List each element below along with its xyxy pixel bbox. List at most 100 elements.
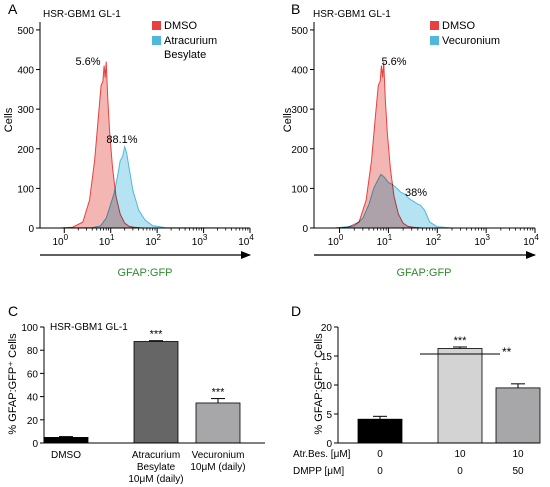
x-tick-label: 103 — [474, 233, 490, 248]
panel-c-bar-0 — [43, 437, 89, 444]
category-label: Vecuronium — [192, 450, 245, 461]
y-tick-label: 5 — [326, 410, 332, 421]
annotation-dmso-pct: 5.6% — [75, 56, 100, 68]
condition-value: 0 — [377, 449, 383, 460]
y-tick-label: 80 — [27, 346, 39, 357]
y-tick-label: 0 — [302, 224, 308, 235]
x-tick-label: 104 — [523, 233, 539, 248]
panel-b-histogram — [334, 61, 535, 229]
panel-c-subtitle: HSR-GBM1 GL-1 — [50, 322, 128, 333]
x-tick-label: 101 — [99, 233, 115, 248]
annotation-dmso-pct-b: 5.6% — [381, 56, 406, 68]
legend-swatch-atracurium — [152, 36, 161, 45]
condition-value: 10 — [512, 449, 524, 460]
x-tick-label: 100 — [328, 233, 344, 248]
panel-b-subtitle: HSR-GBM1 GL-1 — [313, 9, 391, 20]
y-tick-label: 0 — [326, 439, 332, 450]
condition-value: 0 — [377, 466, 383, 477]
significance-label: *** — [454, 335, 468, 347]
panel-d-bar-1 — [437, 348, 483, 444]
y-tick-label: 400 — [291, 66, 308, 77]
panel-d-conditions: 0 0 10 0 10 50 — [377, 449, 524, 477]
x-tick-label: 104 — [238, 233, 254, 248]
y-tick-label: 200 — [17, 145, 34, 156]
y-tick-label: 100 — [291, 184, 308, 195]
legend-label-besylate: Besylate — [164, 49, 206, 61]
panel-a-histogram — [59, 61, 251, 229]
annotation-treat-pct-b: 38% — [405, 187, 427, 199]
panel-d-bar-2 — [495, 387, 541, 444]
y-tick-label: 20 — [321, 323, 333, 334]
y-tick-label: 100 — [21, 323, 38, 334]
panel-label-c: C — [8, 303, 18, 319]
panel-a-subtitle: HSR-GBM1 GL-1 — [43, 9, 121, 20]
row-label-atrbes: Atr.Bes. [μM] — [293, 449, 351, 460]
category-label: Atracurium — [132, 450, 180, 461]
y-tick-label: 0 — [32, 439, 38, 450]
legend-label-dmso: DMSO — [164, 20, 197, 32]
y-tick-label: 10 — [321, 381, 333, 392]
y-tick-label: 15 — [321, 352, 333, 363]
panel-c: C HSR-GBM1 GL-1 % GFAP:GFP⁺ Cells 0 20 40 6… — [7, 303, 265, 485]
y-tick-label: 60 — [27, 369, 39, 380]
category-label: DMSO — [51, 450, 81, 461]
condition-value: 50 — [512, 466, 524, 477]
x-tick-label: 101 — [377, 233, 393, 248]
y-tick-label: 40 — [27, 393, 39, 404]
panel-a-xlabel: GFAP:GFP — [117, 267, 172, 279]
panel-a-y-ticks: 0 100 200 300 400 500 — [17, 26, 40, 235]
legend-swatch-dmso — [152, 21, 161, 30]
x-tick-label: 102 — [145, 233, 161, 248]
panel-c-bar-1 — [133, 341, 179, 444]
significance-label: *** — [212, 387, 226, 399]
y-tick-label: 20 — [27, 416, 39, 427]
y-tick-label: 500 — [17, 26, 34, 37]
category-label: 10μM (daily) — [128, 474, 183, 485]
panel-d-ylabel: % GFAP:GFP⁺ Cells — [313, 333, 325, 435]
panel-a-ylabel: Cells — [3, 107, 15, 132]
x-tick-label: 100 — [52, 233, 68, 248]
legend-label-dmso-b: DMSO — [442, 20, 475, 32]
condition-value: 0 — [457, 466, 463, 477]
panel-label-a: A — [8, 1, 18, 17]
category-label: 10μM (daily) — [190, 462, 245, 473]
panel-b-x-ticks: 100 101 102 103 104 — [328, 228, 539, 248]
panel-b-y-ticks: 0 100 200 300 400 500 — [291, 26, 314, 235]
y-tick-label: 0 — [28, 224, 34, 235]
category-label: Besylate — [137, 462, 176, 473]
x-tick-label: 103 — [192, 233, 208, 248]
panel-d-y-ticks: 0 5 10 15 20 — [321, 323, 338, 450]
panel-b: B HSR-GBM1 GL-1 Cells 0 100 200 300 400 500 1… — [282, 1, 539, 279]
y-tick-label: 300 — [17, 105, 34, 116]
y-tick-label: 400 — [17, 66, 34, 77]
panel-c-y-ticks: 0 20 40 60 80 100 — [21, 323, 44, 450]
x-tick-label: 102 — [425, 233, 441, 248]
legend-swatch-dmso-b — [430, 21, 439, 30]
condition-value: 10 — [454, 449, 466, 460]
y-tick-label: 300 — [291, 105, 308, 116]
row-label-dmpp: DMPP [μM] — [293, 466, 344, 477]
panel-d-bar-0 — [357, 418, 403, 444]
legend-swatch-vecuronium — [430, 36, 439, 45]
y-tick-label: 200 — [291, 145, 308, 156]
panel-c-ylabel: % GFAP:GFP⁺ Cells — [7, 333, 19, 435]
panel-a-x-ticks: 100 101 102 103 104 — [52, 228, 254, 248]
panel-a: A HSR-GBM1 GL-1 Cells 0 100 200 300 400 500 1… — [3, 1, 254, 279]
y-tick-label: 500 — [291, 26, 308, 37]
panel-c-bar-2 — [195, 402, 241, 444]
panel-label-b: B — [291, 1, 300, 17]
legend-label-vecuronium: Vecuronium — [442, 35, 500, 47]
panel-d-bracket-label: ** — [502, 345, 512, 359]
panel-b-ylabel: Cells — [282, 107, 294, 132]
panel-d: D % GFAP:GFP⁺ Cells 0 5 10 15 20 *** ** Atr.… — [291, 303, 541, 477]
y-tick-label: 100 — [17, 184, 34, 195]
panel-b-xlabel: GFAP:GFP — [396, 267, 451, 279]
panel-b-series-dmso — [334, 61, 535, 229]
legend-label-atracurium: Atracurium — [164, 35, 217, 47]
panel-d-bars: *** — [357, 335, 541, 444]
significance-label: *** — [150, 329, 164, 341]
annotation-treat-pct: 88.1% — [106, 134, 137, 146]
panel-label-d: D — [291, 303, 301, 319]
